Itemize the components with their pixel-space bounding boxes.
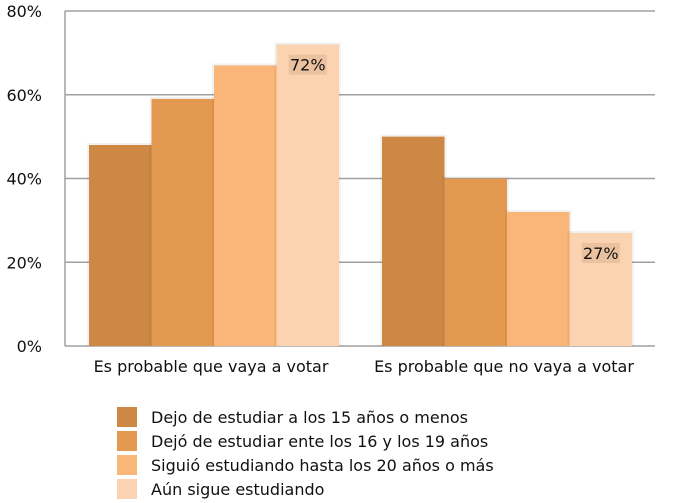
legend: Dejo de estudiar a los 15 años o menos De… [117, 404, 494, 500]
legend-swatch [117, 479, 137, 499]
bar [151, 98, 214, 346]
bar-chart: 0% 20% 40% 60% 80% Es probable que vaya a vot… [6, 2, 655, 376]
bar [89, 145, 152, 346]
data-label: 27% [583, 244, 619, 263]
legend-item: Siguió estudiando hasta los 20 años o má… [117, 452, 494, 478]
legend-item: Aún sigue estudiando [117, 476, 494, 502]
data-label: 72% [290, 56, 326, 75]
y-tick-label: 0% [17, 337, 42, 356]
bar [444, 178, 507, 346]
legend-label: Dejó de estudiar ente los 16 y los 19 añ… [151, 431, 489, 451]
data-label-bg [581, 242, 620, 263]
y-tick-label: 40% [6, 170, 42, 189]
y-tick-label: 60% [6, 86, 42, 105]
bar [382, 136, 445, 346]
legend-label: Dejo de estudiar a los 15 años o menos [151, 407, 468, 427]
bar [214, 65, 277, 346]
category-label: Es probable que vaya a votar [94, 357, 329, 376]
legend-label: Siguió estudiando hasta los 20 años o má… [151, 455, 494, 475]
legend-swatch [117, 431, 137, 451]
bar [276, 44, 339, 346]
category-label: Es probable que no vaya a votar [374, 357, 634, 376]
data-label-bg [288, 54, 327, 75]
legend-label: Aún sigue estudiando [151, 479, 325, 499]
legend-swatch [117, 455, 137, 475]
legend-item: Dejo de estudiar a los 15 años o menos [117, 404, 494, 430]
legend-item: Dejó de estudiar ente los 16 y los 19 añ… [117, 428, 494, 454]
legend-swatch [117, 407, 137, 427]
y-tick-label: 20% [6, 253, 42, 272]
y-tick-label: 80% [6, 2, 42, 21]
bar [507, 212, 570, 346]
